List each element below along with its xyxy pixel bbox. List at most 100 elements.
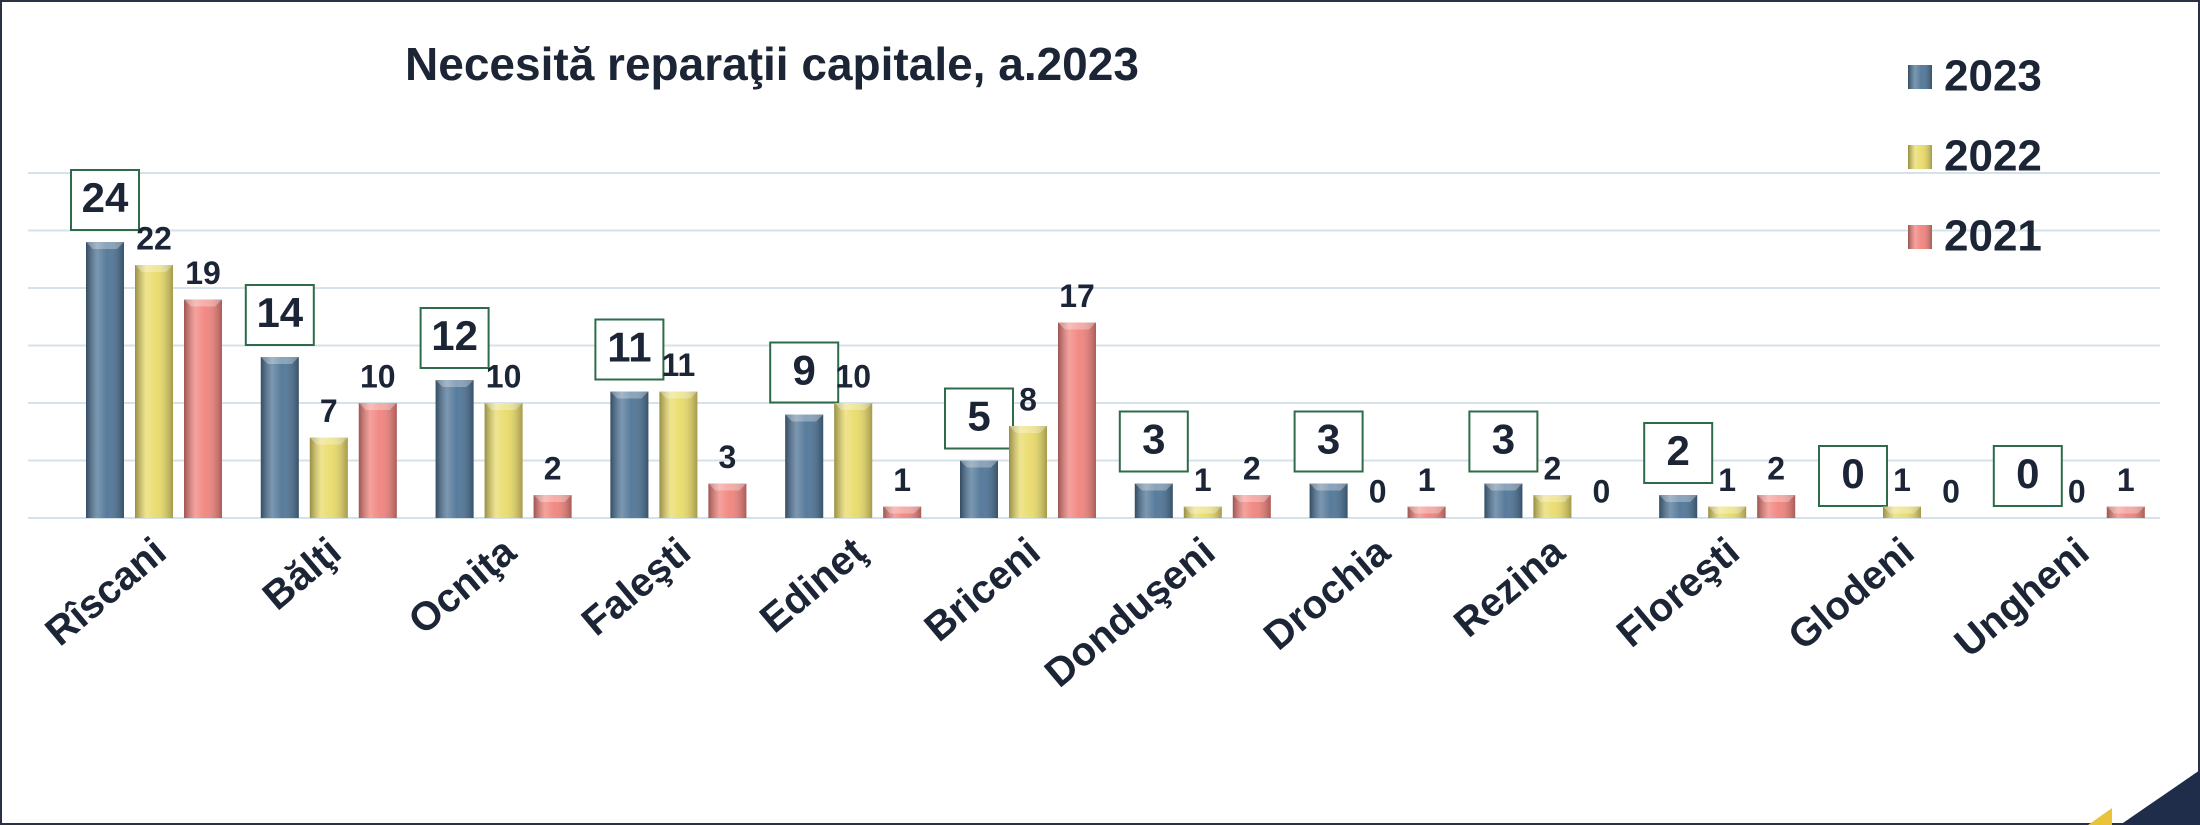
data-label: 11 [607, 324, 651, 371]
bar-bevel [135, 265, 173, 272]
bar-bevel [86, 242, 124, 249]
legend-swatch-shade [1908, 65, 1932, 89]
bar-shade [1533, 495, 1572, 518]
data-label: 7 [320, 393, 338, 429]
bar-bevel [659, 391, 698, 399]
label-box [1643, 422, 1714, 484]
bar-bevel [708, 483, 747, 491]
corner-decoration [2088, 808, 2112, 825]
data-label: 0 [1841, 450, 1864, 497]
bar-shade [834, 403, 873, 518]
data-label: 22 [136, 220, 172, 256]
data-label: 2 [1667, 427, 1690, 474]
bar-shade [1183, 506, 1222, 518]
legend-label: 2022 [1944, 132, 2042, 181]
bar-bevel [960, 460, 998, 468]
bar-bevel [184, 299, 222, 307]
bar-shade [184, 299, 222, 518]
label-box [1118, 410, 1189, 473]
data-label: 3 [1142, 416, 1165, 463]
bar-shade [1484, 483, 1523, 518]
data-label: 0 [2068, 473, 2086, 509]
data-label: 11 [661, 347, 695, 383]
data-label: 0 [1942, 473, 1960, 509]
data-label: 9 [793, 347, 816, 394]
legend-swatch-shade [1908, 145, 1932, 169]
bar-shade [1134, 483, 1173, 518]
bar-bevel [1757, 495, 1796, 502]
label-box [1992, 445, 2063, 507]
label-box [1468, 410, 1539, 473]
bar-bevel [1533, 495, 1572, 502]
bar-bevel [1134, 483, 1173, 491]
label-box [944, 387, 1014, 450]
data-label: 1 [1718, 462, 1736, 498]
bar-shade [135, 265, 173, 518]
bar-bevel [435, 380, 474, 387]
data-label: 14 [256, 289, 303, 336]
label-box [594, 318, 665, 381]
label-box [1293, 410, 1364, 473]
bar-shade [1058, 322, 1096, 518]
data-label: 5 [967, 393, 990, 440]
data-label: 0 [2016, 450, 2039, 497]
corner-decoration [2120, 770, 2200, 825]
legend-label: 2023 [1944, 52, 2042, 101]
chart-title: Necesită reparaţii capitale, a.2023 [405, 38, 1139, 90]
bar-shade [435, 380, 474, 518]
bar-shade [1883, 506, 1921, 518]
bar-shade [883, 506, 922, 518]
data-label: 10 [486, 358, 522, 394]
data-label: 0 [1369, 473, 1387, 509]
data-label: 1 [1194, 462, 1212, 498]
data-label: 10 [360, 358, 396, 394]
bar-bevel [1058, 322, 1096, 330]
bar-bevel [1407, 506, 1446, 514]
bar-bevel [610, 391, 649, 399]
bar-bevel [1183, 506, 1222, 514]
bar-shade [86, 242, 124, 518]
data-label: 17 [1059, 278, 1095, 314]
data-label: 1 [1418, 462, 1436, 498]
bar-bevel [1659, 495, 1698, 502]
bar-shade [708, 483, 747, 518]
data-label: 1 [893, 462, 911, 498]
bar-shade [785, 414, 824, 518]
bar-bevel [309, 437, 348, 445]
bar-shade [1708, 506, 1747, 518]
bar-shade [1009, 426, 1047, 518]
data-label: 2 [1243, 450, 1261, 486]
data-label: 3 [719, 439, 737, 475]
data-label: 24 [82, 174, 129, 221]
bar-bevel [785, 414, 824, 422]
bar-bevel [1484, 483, 1523, 491]
bar-bevel [2106, 506, 2145, 514]
bar-bevel [1009, 426, 1047, 433]
bar-shade [533, 495, 572, 518]
data-label: 12 [431, 312, 478, 359]
bar-shade [659, 391, 698, 518]
bar-shade [1757, 495, 1796, 518]
bar-shade [960, 460, 998, 518]
bar-shade [1659, 495, 1698, 518]
data-label: 3 [1317, 416, 1340, 463]
bar-shade [309, 437, 348, 518]
label-box [70, 169, 140, 231]
bar-bevel [1309, 483, 1348, 491]
data-label: 3 [1492, 416, 1515, 463]
bar-shade [358, 403, 397, 518]
data-label: 2 [1544, 450, 1562, 486]
bar-bevel [533, 495, 572, 502]
data-label: 2 [544, 450, 562, 486]
legend-swatch-shade [1908, 225, 1932, 249]
bar-shade [1309, 483, 1348, 518]
bar-shade [2106, 506, 2145, 518]
data-label: 2 [1767, 450, 1785, 486]
bar-bevel [1883, 506, 1921, 514]
legend-label: 2021 [1944, 212, 2042, 261]
label-box [769, 341, 840, 404]
bar-bevel [1232, 495, 1271, 502]
bar-shade [484, 403, 523, 518]
